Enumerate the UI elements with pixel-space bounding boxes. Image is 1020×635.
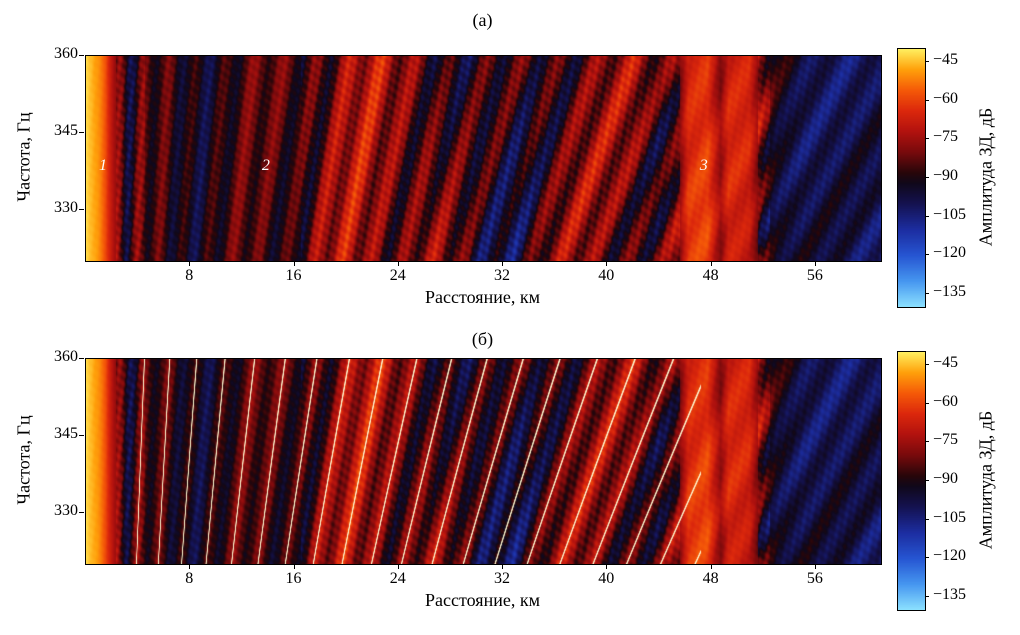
- panel-b: (б) Частота, Гц 8 16 24 32 40 48 56 330 345 360 −4…: [0, 303, 1020, 635]
- x-tick-mark: [606, 261, 608, 266]
- panel-b-title: (б): [471, 329, 494, 349]
- colorbar-tick-mark: [925, 596, 929, 598]
- y-tick-label: 330: [54, 198, 78, 216]
- colorbar-tick-label: −105: [933, 508, 967, 526]
- x-tick-label: 32: [494, 267, 511, 284]
- y-tick-mark: [79, 511, 84, 513]
- x-tick-mark: [606, 564, 608, 569]
- colorbar-tick-label: −60: [933, 89, 959, 107]
- colorbar-tick-mark: [925, 441, 929, 443]
- panel-a-colorbar-canvas: [898, 49, 925, 307]
- colorbar-tick-mark: [925, 293, 929, 295]
- panel-b-tick-layer: 8 16 24 32 40 48 56 330 345 360 −45 −60 −75 −90 −105 −1…: [0, 303, 1020, 635]
- x-tick-label: 56: [806, 570, 823, 587]
- colorbar-tick-mark: [925, 138, 929, 140]
- colorbar-tick-mark: [925, 518, 929, 520]
- x-tick-mark: [189, 564, 191, 569]
- panel-a-tick-layer: 8 16 24 32 40 48 56 330 345 360 −45 −60 −75 −90 −105 −1…: [0, 0, 1020, 303]
- distance-axis-label: Расстояние, км: [425, 590, 540, 610]
- colorbar-tick-label: −45: [933, 50, 959, 68]
- x-tick-mark: [502, 564, 504, 569]
- y-tick-label: 345: [54, 424, 78, 442]
- y-tick-label: 360: [54, 348, 78, 365]
- colorbar-tick-label: −135: [933, 283, 967, 301]
- x-tick-label: 48: [702, 267, 719, 284]
- x-tick-label: 16: [285, 267, 302, 284]
- y-tick-mark: [79, 434, 84, 436]
- x-tick-label: 24: [389, 267, 406, 284]
- panel-a-colorbar: [897, 48, 926, 308]
- colorbar-tick-label: −120: [933, 244, 967, 262]
- panel-b-plot-area: [85, 358, 882, 565]
- colorbar-tick-mark: [925, 177, 929, 178]
- panel-b-colorbar-canvas: [898, 352, 925, 610]
- x-tick-label: 8: [185, 267, 194, 284]
- colorbar-tick-label: −75: [933, 431, 959, 449]
- y-tick-mark: [79, 208, 84, 210]
- colorbar-tick-label: −60: [933, 392, 959, 410]
- x-tick-mark: [814, 261, 816, 266]
- x-tick-mark: [397, 564, 399, 569]
- x-tick-label: 40: [598, 570, 615, 587]
- x-tick-label: 16: [285, 570, 302, 587]
- x-tick-mark: [189, 261, 191, 266]
- y-tick-mark: [79, 358, 84, 359]
- colorbar-tick-label: −90: [933, 470, 959, 487]
- colorbar-tick-mark: [925, 363, 929, 365]
- panel-a-title: (а): [472, 10, 493, 30]
- colorbar-tick-mark: [925, 480, 929, 481]
- colorbar-tick-mark: [925, 254, 929, 256]
- x-tick-mark: [502, 261, 504, 266]
- colorbar-tick-mark: [925, 557, 929, 559]
- colorbar-tick-mark: [925, 99, 929, 101]
- x-tick-label: 48: [702, 570, 719, 587]
- x-tick-label: 56: [806, 267, 823, 284]
- x-tick-mark: [710, 564, 712, 569]
- x-tick-mark: [710, 261, 712, 266]
- panel-b-colorbar-label: Амплитуда ЗД, дБ: [975, 410, 996, 550]
- x-tick-label: 32: [494, 570, 511, 587]
- colorbar-tick-label: −105: [933, 205, 967, 223]
- x-tick-mark: [814, 564, 816, 569]
- x-tick-label: 8: [185, 570, 194, 587]
- x-tick-mark: [293, 564, 295, 569]
- colorbar-tick-label: −90: [933, 167, 959, 184]
- colorbar-tick-label: −45: [933, 353, 959, 371]
- y-tick-label: 360: [54, 45, 78, 62]
- y-tick-mark: [79, 131, 84, 133]
- x-tick-mark: [397, 261, 399, 266]
- panel-b-heatmap-canvas: [86, 359, 881, 564]
- colorbar-tick-label: −75: [933, 128, 959, 146]
- x-tick-label: 40: [598, 267, 615, 284]
- panel-a-heatmap-canvas: [86, 56, 881, 261]
- colorbar-tick-label: −135: [933, 586, 967, 604]
- x-tick-label: 24: [389, 570, 406, 587]
- panel-b-colorbar: [897, 351, 926, 611]
- distance-axis-label: Расстояние, км: [425, 287, 540, 307]
- colorbar-tick-mark: [925, 402, 929, 404]
- x-tick-mark: [293, 261, 295, 266]
- colorbar-tick-label: −120: [933, 547, 967, 565]
- colorbar-tick-mark: [925, 60, 929, 62]
- y-tick-label: 330: [54, 501, 78, 519]
- colorbar-tick-mark: [925, 215, 929, 217]
- y-tick-mark: [79, 55, 84, 56]
- panel-a-colorbar-label: Амплитуда ЗД, дБ: [975, 107, 996, 247]
- y-tick-label: 345: [54, 121, 78, 139]
